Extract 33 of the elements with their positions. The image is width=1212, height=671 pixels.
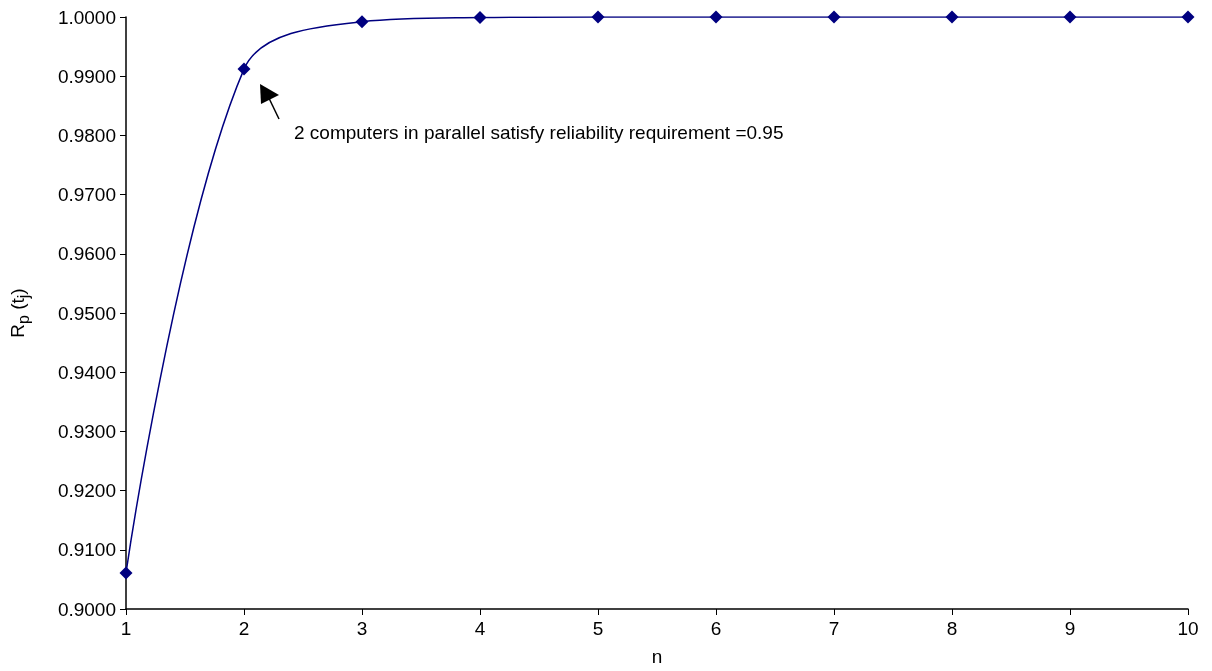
y-tick-label: 0.9200 [57, 480, 116, 502]
y-tick-label: 0.9700 [57, 184, 116, 206]
x-tick-label: 5 [592, 618, 604, 639]
y-tick-label: 0.9800 [57, 124, 116, 146]
y-tick-label: 0.9300 [57, 420, 116, 442]
point [1063, 10, 1077, 24]
x-tick-label: 4 [474, 618, 486, 639]
point [1181, 10, 1195, 24]
point [119, 566, 133, 580]
y-tick-label: 0.9400 [57, 361, 116, 383]
point [355, 15, 369, 29]
x-tick-label: 6 [710, 618, 722, 639]
point [709, 10, 723, 24]
x-tick-label: 2 [238, 618, 250, 639]
point [827, 10, 841, 24]
point [473, 11, 487, 25]
x-tick-label: 10 [1177, 618, 1199, 639]
y-tick-label: 0.9500 [57, 302, 116, 324]
x-tick-label: 3 [356, 618, 368, 639]
x-axis-title: n [651, 646, 663, 667]
y-tick-label: 0.9600 [57, 243, 116, 265]
annotation: 2 computers in parallel satisfy reliability requirement =0.95 [294, 122, 784, 144]
y-tick-label: 0.9100 [57, 539, 116, 561]
x-tick-label: 9 [1064, 618, 1076, 639]
y-tick-label: 0.9000 [57, 598, 116, 620]
y-tick-label: 0.9900 [57, 65, 116, 87]
point [591, 10, 605, 24]
point [237, 62, 251, 76]
point [945, 10, 959, 24]
x-tick-label: 1 [120, 618, 132, 639]
x-tick-label: 7 [828, 618, 840, 639]
x-tick-label: 8 [946, 618, 958, 639]
y-tick-label: 1.0000 [57, 6, 116, 28]
